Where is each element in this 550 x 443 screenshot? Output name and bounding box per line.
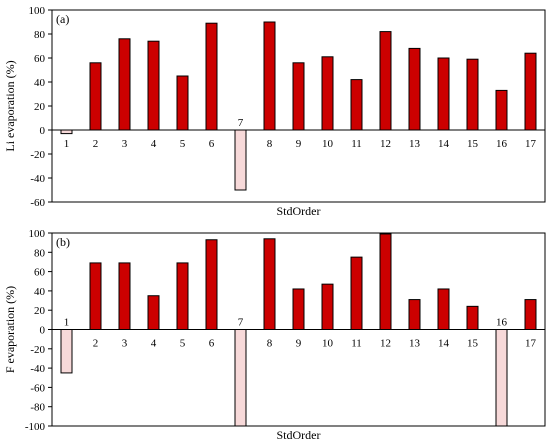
y-tick-label: -60 xyxy=(30,382,45,394)
y-tick-label: 80 xyxy=(34,247,46,259)
y-tick-label: 0 xyxy=(40,325,46,337)
x-tick-label: 1 xyxy=(64,317,70,329)
y-axis-label: F evaporation (%) xyxy=(3,286,17,373)
x-tick-label: 4 xyxy=(151,138,157,150)
x-tick-label: 15 xyxy=(467,138,479,150)
bar-a-13 xyxy=(408,47,421,131)
y-tick-label: -20 xyxy=(30,344,45,356)
x-tick-label: 17 xyxy=(525,338,537,350)
x-tick-label: 11 xyxy=(351,138,362,150)
bar-b-16 xyxy=(495,329,508,427)
x-tick-label: 5 xyxy=(180,138,186,150)
x-tick-label: 16 xyxy=(496,138,508,150)
x-tick-label: 12 xyxy=(380,338,391,350)
x-tick-label: 10 xyxy=(322,338,334,350)
bar-b-1 xyxy=(60,329,73,374)
bar-b-12 xyxy=(379,233,392,330)
x-tick-label: 6 xyxy=(209,338,215,350)
bar-b-15 xyxy=(466,305,479,330)
bar-b-10 xyxy=(321,283,334,330)
y-axis-label: Li evaporation (%) xyxy=(3,60,17,151)
x-tick-label: 9 xyxy=(296,138,302,150)
bar-a-7 xyxy=(234,129,247,191)
x-tick-label: 6 xyxy=(209,138,215,150)
x-tick-label: 3 xyxy=(122,138,128,150)
x-tick-label: 13 xyxy=(409,138,421,150)
bar-b-13 xyxy=(408,299,421,330)
bar-a-5 xyxy=(176,75,189,131)
bar-b-17 xyxy=(524,299,537,330)
x-tick-label: 4 xyxy=(151,338,157,350)
x-tick-label: 12 xyxy=(380,138,391,150)
bar-b-14 xyxy=(437,288,450,330)
y-tick-label: 60 xyxy=(34,53,46,65)
panel-label: (a) xyxy=(56,12,69,26)
x-tick-label: 14 xyxy=(438,338,450,350)
bar-b-4 xyxy=(147,295,160,331)
bar-a-4 xyxy=(147,40,160,131)
y-tick-label: -80 xyxy=(30,402,45,414)
bar-a-11 xyxy=(350,79,363,131)
x-tick-label: 2 xyxy=(93,138,99,150)
y-tick-label: 20 xyxy=(34,101,46,113)
x-tick-label: 15 xyxy=(467,338,479,350)
bar-b-8 xyxy=(263,238,276,330)
bar-a-12 xyxy=(379,31,392,131)
y-tick-label: -40 xyxy=(30,363,45,375)
y-tick-label: 80 xyxy=(34,29,46,41)
bar-a-1 xyxy=(60,129,73,135)
x-tick-label: 11 xyxy=(351,338,362,350)
y-tick-label: -20 xyxy=(30,149,45,161)
bar-a-15 xyxy=(466,58,479,131)
x-tick-label: 7 xyxy=(238,317,244,329)
y-tick-label: 60 xyxy=(34,267,46,279)
bar-a-16 xyxy=(495,89,508,131)
x-tick-label: 5 xyxy=(180,338,186,350)
bar-a-8 xyxy=(263,21,276,131)
bar-a-3 xyxy=(118,38,131,131)
y-tick-label: -60 xyxy=(30,197,45,209)
x-tick-label: 14 xyxy=(438,138,450,150)
bar-b-9 xyxy=(292,288,305,330)
y-tick-label: 40 xyxy=(34,286,46,298)
x-tick-label: 17 xyxy=(525,138,537,150)
bar-b-2 xyxy=(89,262,102,331)
x-tick-label: 1 xyxy=(64,138,70,150)
y-tick-label: 0 xyxy=(40,125,46,137)
bar-b-6 xyxy=(205,239,218,331)
bar-b-11 xyxy=(350,256,363,330)
x-tick-label: 9 xyxy=(296,338,302,350)
bar-b-5 xyxy=(176,262,189,331)
y-tick-label: 100 xyxy=(29,5,46,17)
x-tick-label: 7 xyxy=(238,117,244,129)
y-tick-label: -100 xyxy=(25,421,46,433)
x-tick-label: 3 xyxy=(122,338,128,350)
x-tick-label: 2 xyxy=(93,338,99,350)
x-tick-label: 8 xyxy=(267,338,273,350)
bar-b-3 xyxy=(118,262,131,331)
x-tick-label: 13 xyxy=(409,338,421,350)
bar-a-14 xyxy=(437,57,450,131)
y-tick-label: 20 xyxy=(34,305,46,317)
bar-a-10 xyxy=(321,56,334,131)
x-tick-label: 10 xyxy=(322,138,334,150)
bar-a-9 xyxy=(292,62,305,131)
panel-label: (b) xyxy=(56,235,70,249)
x-axis-label: StdOrder xyxy=(277,428,321,442)
x-axis-label: StdOrder xyxy=(277,204,321,218)
x-tick-label: 16 xyxy=(496,317,508,329)
bar-a-17 xyxy=(524,52,537,131)
bar-b-7 xyxy=(234,329,247,427)
y-tick-label: -40 xyxy=(30,173,45,185)
y-tick-label: 100 xyxy=(29,228,46,240)
bar-a-6 xyxy=(205,22,218,131)
y-tick-label: 40 xyxy=(34,77,46,89)
x-tick-label: 8 xyxy=(267,138,273,150)
bar-a-2 xyxy=(89,62,102,131)
